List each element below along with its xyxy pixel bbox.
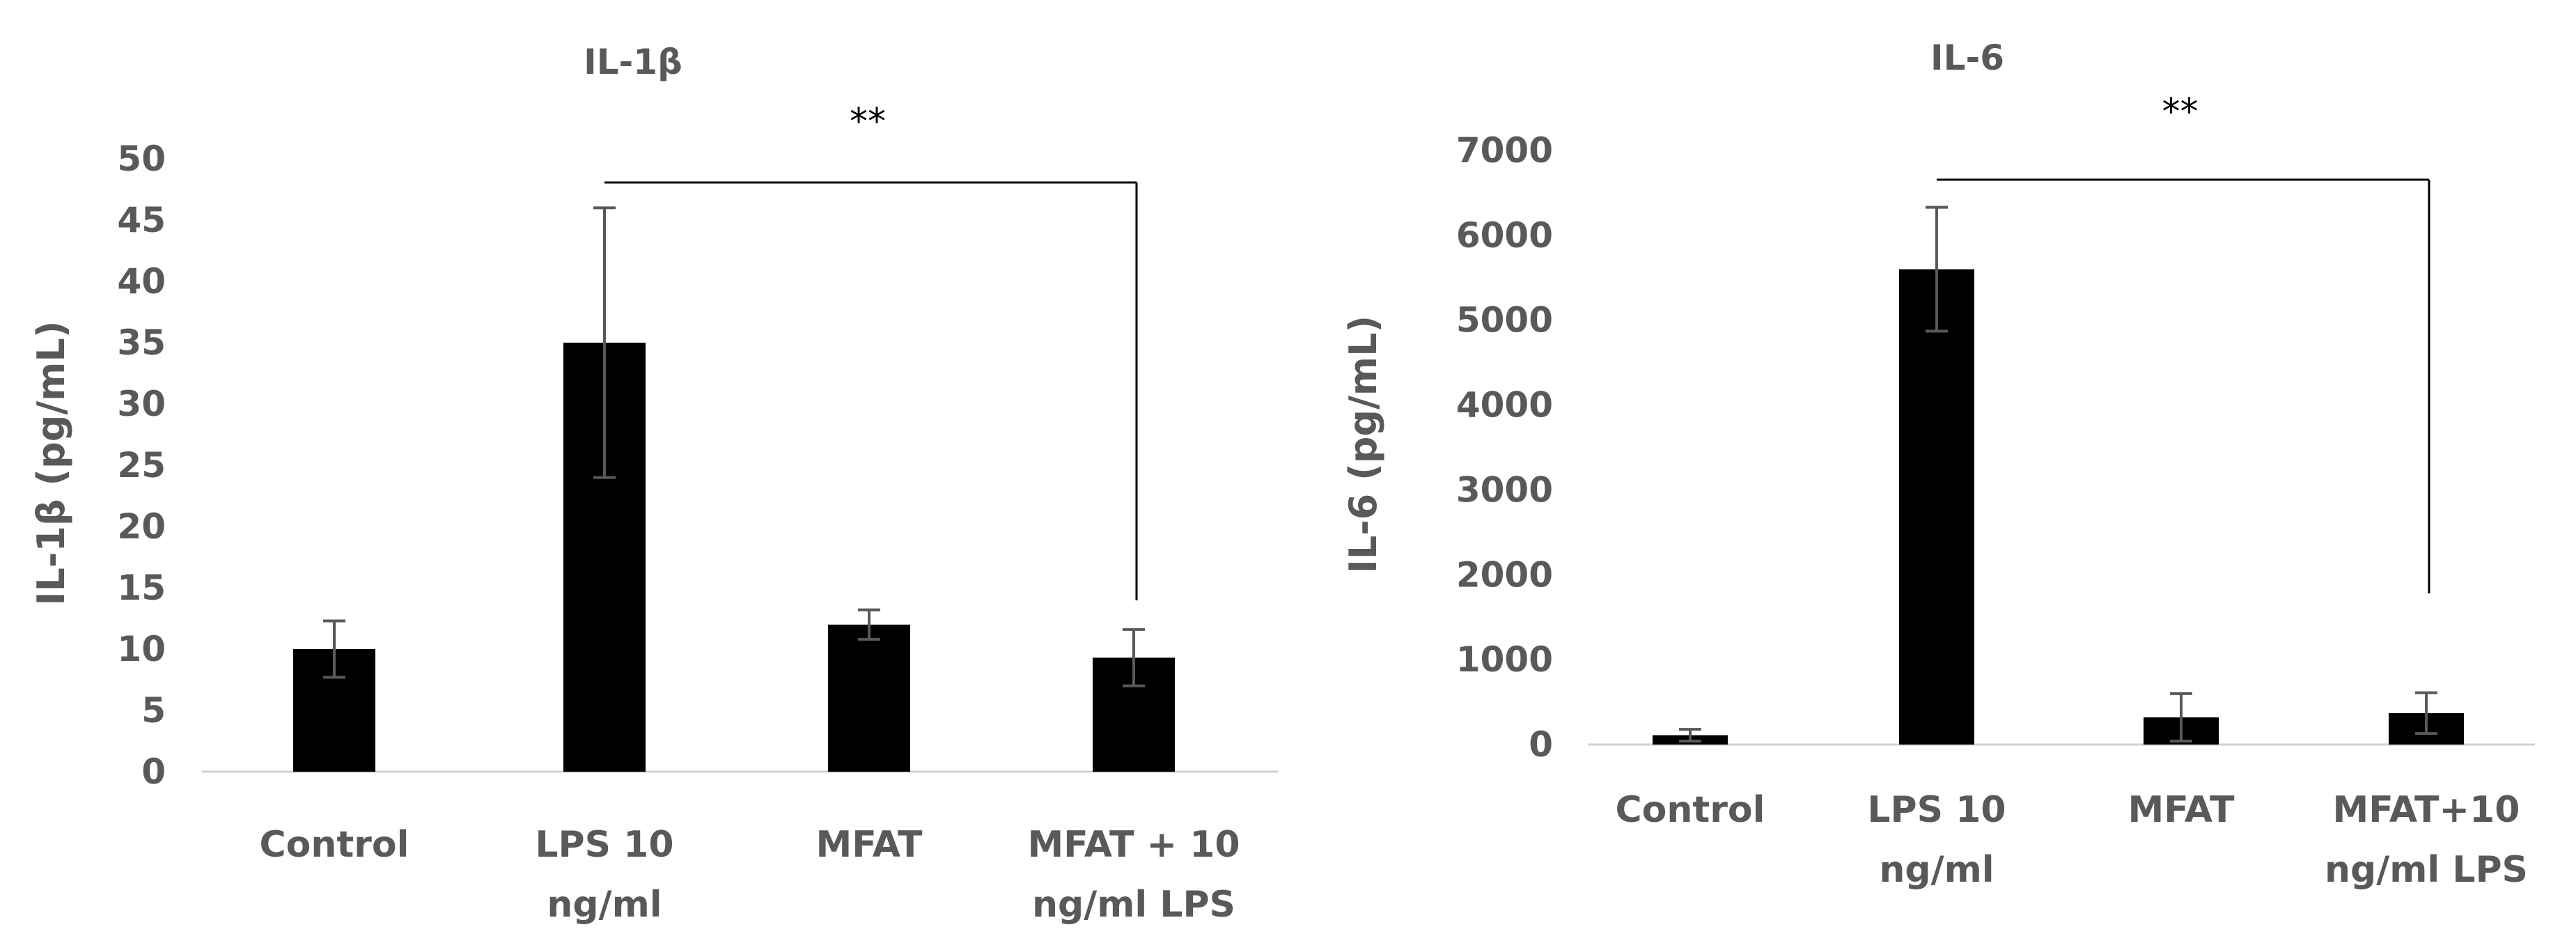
bar <box>1899 269 1974 745</box>
bar <box>828 624 910 772</box>
y-tick-label: 30 <box>117 384 166 424</box>
y-tick-label: 10 <box>117 629 166 669</box>
y-tick-label: 0 <box>1529 724 1553 765</box>
y-tick-label: 50 <box>117 139 166 179</box>
significance-label: ** <box>2162 91 2199 133</box>
y-tick-label: 45 <box>117 200 166 240</box>
x-tick-label: MFAT + 10 ng/ml LPS <box>1027 824 1240 926</box>
y-axis-label: IL-1β (pg/mL) <box>29 320 73 605</box>
chart-title: IL-1β <box>584 42 682 82</box>
x-tick-label: Control <box>1616 789 1765 831</box>
y-tick-label: 20 <box>117 506 166 547</box>
chart-title: IL-6 <box>1930 38 2004 78</box>
y-tick-label: 5000 <box>1456 300 1553 341</box>
x-tick-label: LPS 10 ng/ml <box>1867 789 2006 891</box>
x-tick-label: LPS 10 ng/ml <box>535 824 673 926</box>
y-tick-label: 7000 <box>1456 130 1553 171</box>
x-tick-label: MFAT+10 ng/ml LPS <box>2325 789 2528 891</box>
y-tick-label: 3000 <box>1456 469 1553 510</box>
y-tick-label: 5 <box>141 690 166 731</box>
x-tick-label: Control <box>260 824 409 866</box>
x-tick-label: MFAT <box>816 824 923 866</box>
y-tick-label: 15 <box>117 568 166 608</box>
y-tick-label: 2000 <box>1456 554 1553 595</box>
y-tick-label: 0 <box>141 752 166 792</box>
y-tick-label: 40 <box>117 261 166 302</box>
y-tick-label: 1000 <box>1456 639 1553 680</box>
x-tick-label: MFAT <box>2128 789 2235 831</box>
y-tick-label: 4000 <box>1456 385 1553 426</box>
y-tick-label: 25 <box>117 445 166 485</box>
significance-label: ** <box>850 101 886 143</box>
y-axis-label: IL-6 (pg/mL) <box>1341 316 1385 573</box>
il1b-chart: IL-1β IL-1β (pg/mL) 0 5 10 15 20 25 30 35 40 45 50 Co… <box>29 42 1278 926</box>
y-tick-label: 35 <box>117 322 166 363</box>
y-tick-label: 6000 <box>1456 215 1553 256</box>
il6-chart: IL-6 IL-6 (pg/mL) 0 1000 2000 3000 4000 5000 600… <box>1341 38 2535 891</box>
